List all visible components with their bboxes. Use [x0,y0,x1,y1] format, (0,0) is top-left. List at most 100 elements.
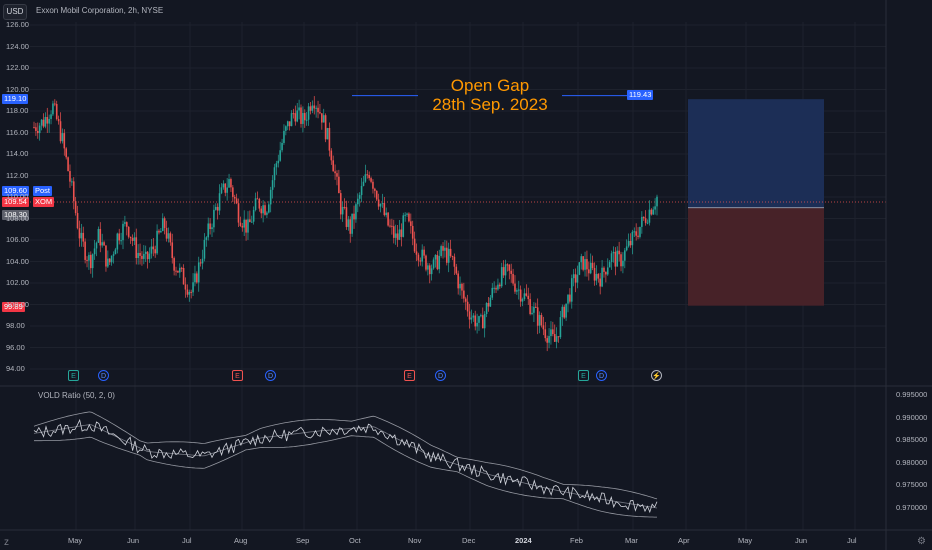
candle-body [355,204,357,220]
time-tick-label: Mar [625,536,638,545]
dividend-marker[interactable]: D [596,370,607,381]
candle-body [72,181,75,202]
candle-body [502,267,505,276]
price-tick-label: 104.00 [6,256,29,266]
candle-body [324,115,327,140]
candle-body [46,117,49,124]
candle-body [398,229,401,240]
candle-body [582,256,584,270]
candle-body [519,289,522,302]
earnings-marker[interactable]: E [578,370,589,381]
candle-body [449,248,452,256]
price-tick-label: 108.00 [6,213,29,223]
candle-body [196,273,198,283]
time-tick-label: Dec [462,536,476,545]
candle-body [243,219,245,228]
candle-body [292,113,295,115]
candle-body [279,150,281,161]
split-marker[interactable]: ⚡ [651,370,662,381]
candle-body [497,284,499,290]
candle-body [360,185,363,196]
price-tick-label: 114.00 [6,149,29,158]
time-tick-label: May [68,536,83,545]
candle-body [186,289,189,295]
candle-body [608,262,611,268]
dividend-marker[interactable]: D [435,370,446,381]
earnings-marker[interactable]: E [232,370,243,381]
candle-body [606,267,609,275]
price-tick-label: 100.00 [6,299,29,309]
currency-button[interactable]: USD [3,4,27,20]
candle-body [137,252,139,259]
candle-body [535,306,537,308]
candle-body [268,204,270,213]
candle-body [194,273,196,283]
candle-body [120,240,122,242]
candle-body [179,267,181,273]
candle-body [40,119,43,126]
earnings-marker[interactable]: E [404,370,415,381]
candle-body [436,254,439,270]
candle-body [303,113,306,121]
candle-body [345,207,348,227]
candle-body [241,225,244,228]
vold-tick-label: 0.975000 [896,480,928,490]
settings-icon[interactable]: ⚙ [917,536,926,547]
candle-body [129,236,132,239]
candle-body [135,237,138,259]
candle-body [550,329,552,337]
candle-body [76,213,79,229]
time-tick-label: May [738,536,753,545]
candle-body [82,232,85,242]
candle-body [220,187,223,194]
candle-body [370,178,372,182]
vold-basis [33,424,658,509]
earnings-marker[interactable]: E [68,370,79,381]
candle-body [427,265,429,270]
time-tick-label: Jun [127,536,140,545]
candle-body [197,262,200,283]
candle-body [641,216,643,227]
candle-body [561,306,564,318]
candle-body [446,247,448,263]
candle-body [211,227,213,230]
candle-body [440,246,442,256]
candle-body [343,206,346,208]
candle-body [353,213,355,220]
candle-body [131,238,134,241]
timezone-icon[interactable]: z [4,537,9,548]
dividend-marker[interactable]: D [265,370,276,381]
candle-body [514,283,516,292]
candle-body [201,258,204,264]
candle-body [294,113,297,122]
candle-body [523,293,526,300]
candle-body [387,212,389,226]
candle-body [334,171,336,174]
vold-tick-label: 0.995000 [896,390,928,399]
candle-body [375,190,378,200]
open-gap-annotation[interactable]: Open Gap 28th Sep. 2023 [420,76,560,114]
candle-body [588,269,590,274]
candle-body [207,223,210,238]
candle-body [527,295,530,300]
candle-body [188,291,191,295]
candle-body [110,255,113,263]
candle-body [476,322,478,327]
candle-body [461,283,463,291]
candle-body [226,187,228,193]
candle-body [203,239,206,259]
candle-body [417,254,420,261]
candle-body [55,103,58,120]
candle-body [48,118,50,124]
candle-body [400,229,403,237]
candle-body [451,255,454,257]
candle-body [38,125,41,134]
candle-body [597,273,600,279]
candle-body [394,233,397,238]
candle-body [466,301,469,312]
candle-body [309,106,312,111]
candle-body [574,274,577,283]
candle-body [152,246,155,250]
dividend-marker[interactable]: D [98,370,109,381]
